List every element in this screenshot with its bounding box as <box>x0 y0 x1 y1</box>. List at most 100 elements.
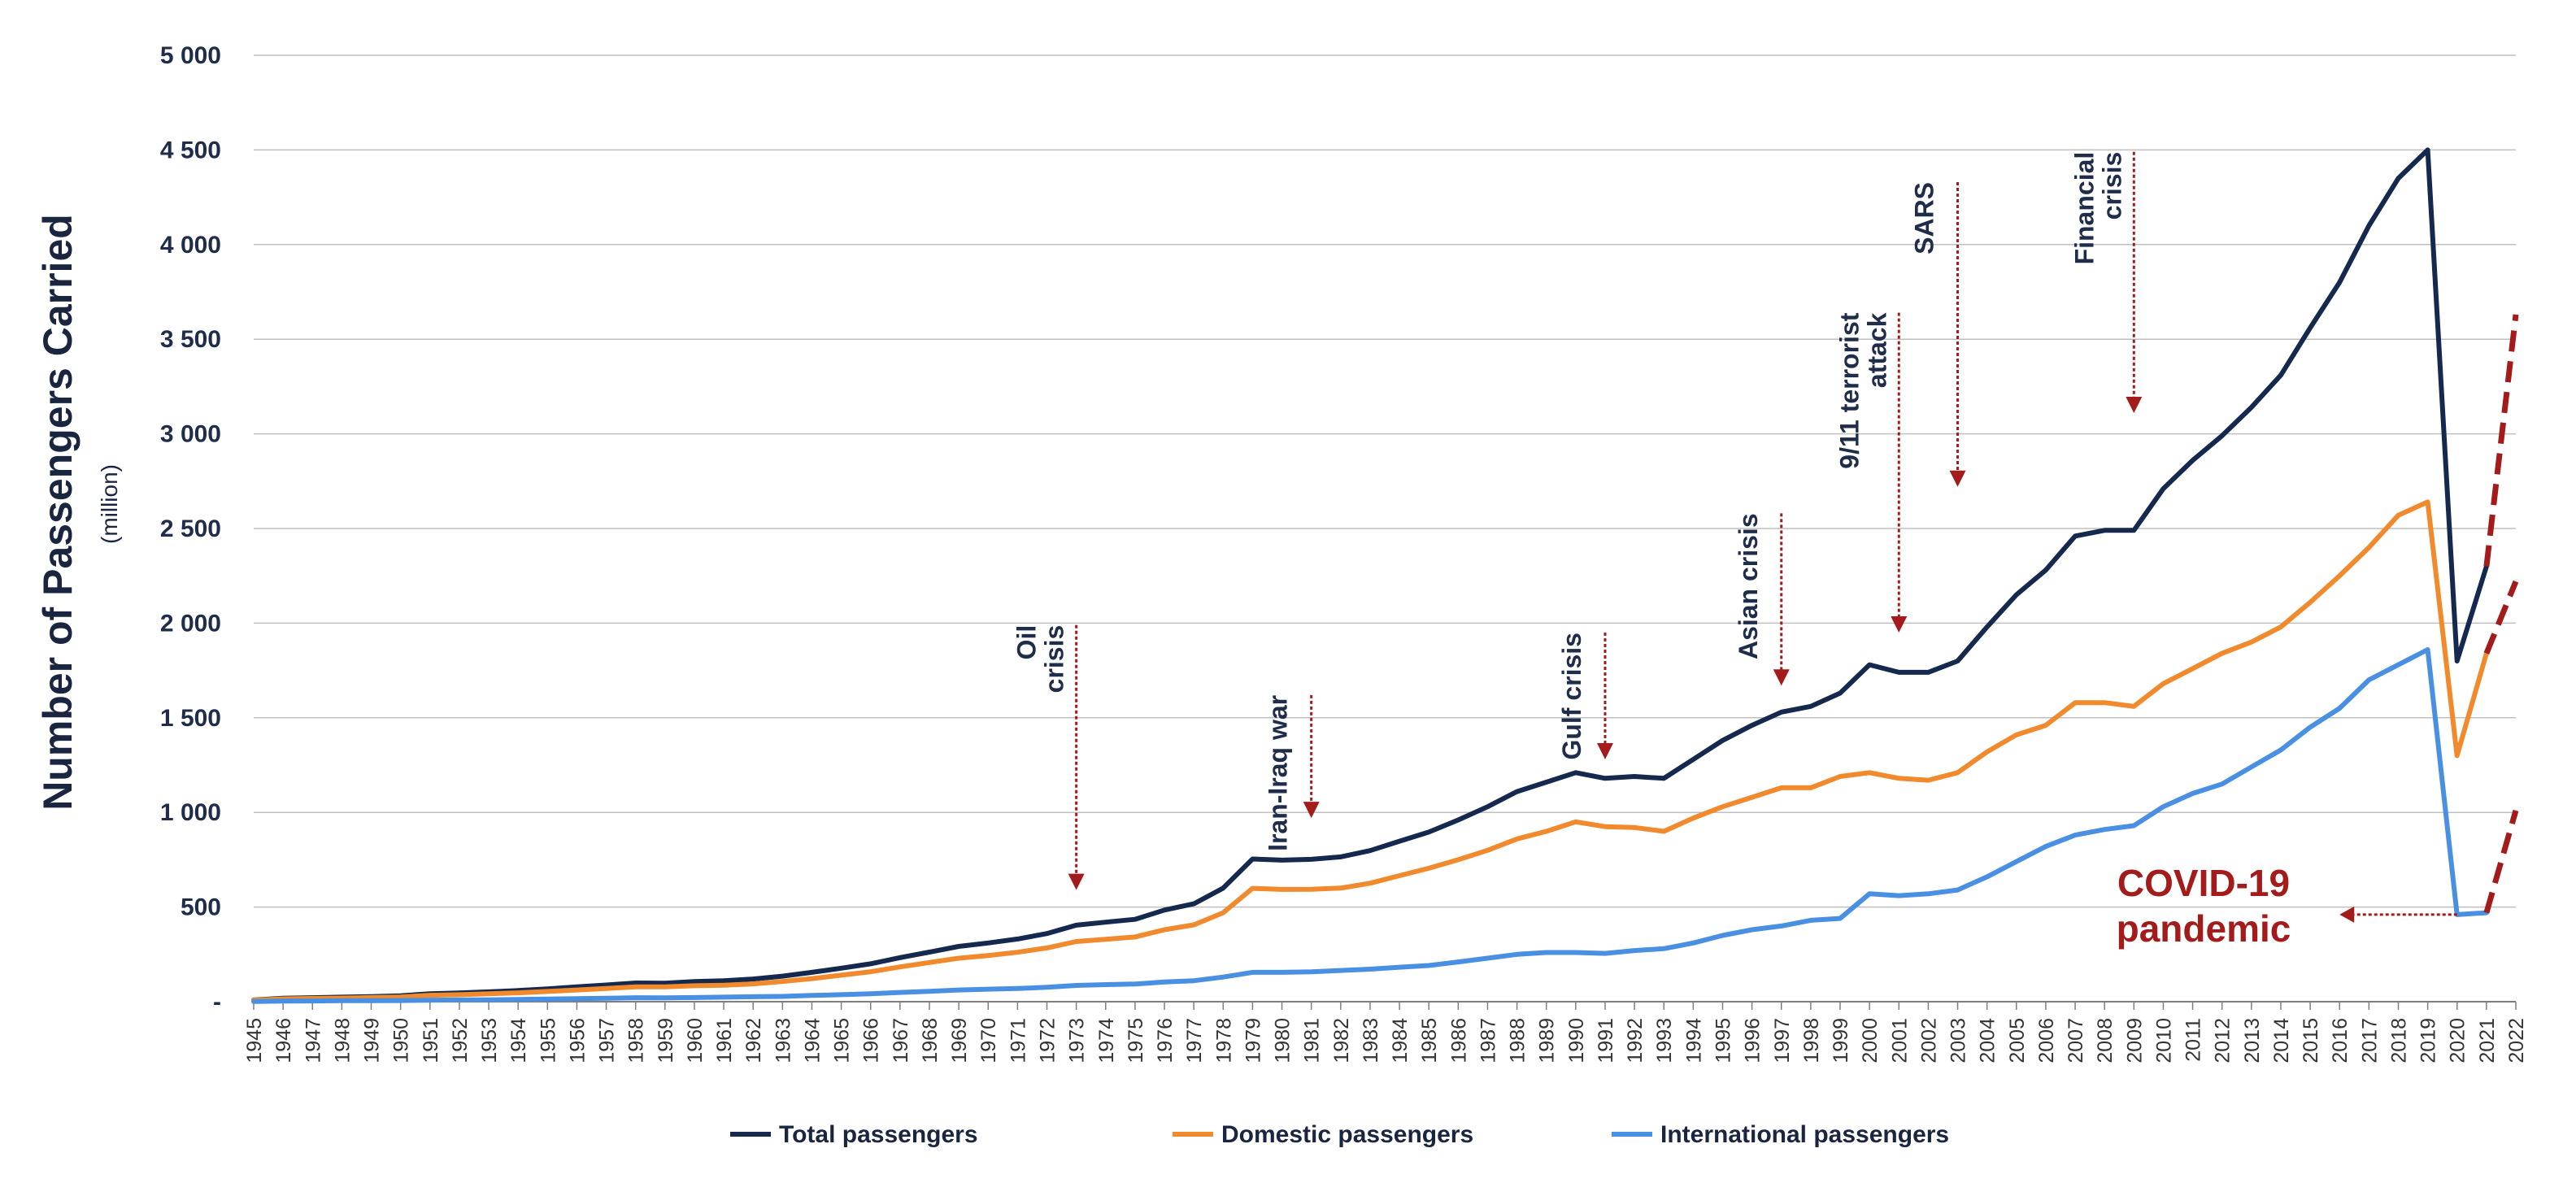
y-axis-label: Number of Passengers Carried <box>35 214 80 811</box>
event-label-line: Financial <box>2069 152 2099 265</box>
y-tick-label: 4 000 <box>160 232 221 259</box>
x-tick-label: 1957 <box>596 1018 619 1063</box>
x-tick-label: 1953 <box>478 1018 501 1063</box>
x-tick-label: 2016 <box>2329 1018 2352 1063</box>
x-tick-label: 1989 <box>1536 1018 1559 1063</box>
x-tick-label: 1981 <box>1301 1018 1324 1063</box>
x-tick-label: 1991 <box>1595 1018 1617 1063</box>
event-arrowhead <box>1949 470 1966 487</box>
event-label: Gulf crisis <box>1557 633 1586 760</box>
x-tick-label: 1993 <box>1653 1018 1676 1063</box>
event-arrowhead <box>1773 669 1790 686</box>
x-tick-label: 1963 <box>772 1018 794 1063</box>
x-tick-label: 1988 <box>1507 1018 1530 1063</box>
x-tick-label: 2003 <box>1947 1018 1970 1063</box>
x-tick-label: 2018 <box>2387 1018 2410 1063</box>
x-tick-label: 1964 <box>801 1018 824 1063</box>
x-tick-label: 1945 <box>243 1018 266 1063</box>
x-tick-label: 1961 <box>713 1018 736 1063</box>
x-tick-label: 1954 <box>507 1018 530 1063</box>
x-tick-label: 1966 <box>860 1018 883 1063</box>
domestic-passengers-line <box>251 499 2489 1003</box>
x-tick-label: 1982 <box>1330 1018 1353 1063</box>
x-tick-label: 1994 <box>1682 1018 1705 1063</box>
x-tick-label: 2021 <box>2476 1018 2499 1063</box>
x-tick-label: 1960 <box>684 1018 707 1063</box>
x-axis-ticks: 1945 1946 1947 1948 1949 1950 1951 1952 1953 1954… <box>243 1002 2528 1063</box>
x-tick-label: 1992 <box>1624 1018 1647 1063</box>
x-tick-label: 1946 <box>272 1018 295 1063</box>
y-tick-label: 3 500 <box>160 326 221 353</box>
x-tick-label: 2007 <box>2065 1018 2087 1063</box>
x-tick-label: 1951 <box>420 1018 442 1063</box>
legend-label-international: International passengers <box>1660 1121 1949 1148</box>
y-tick-label: 2 000 <box>160 610 221 637</box>
x-tick-label: 1972 <box>1037 1018 1060 1063</box>
x-tick-label: 1986 <box>1447 1018 1470 1063</box>
event-arrowhead <box>2126 396 2143 413</box>
event-label: Oilcrisis <box>1012 625 1069 694</box>
x-tick-label: 1950 <box>390 1018 413 1063</box>
x-tick-label: 1969 <box>948 1018 971 1063</box>
event-arrowhead <box>1303 802 1320 819</box>
x-tick-label: 1970 <box>977 1018 1000 1063</box>
x-tick-label: 1956 <box>566 1018 589 1063</box>
x-tick-label: 1962 <box>742 1018 765 1063</box>
x-tick-label: 2010 <box>2152 1018 2175 1063</box>
event-label: Asian crisis <box>1734 513 1763 659</box>
x-tick-label: 2006 <box>2035 1018 2058 1063</box>
x-tick-label: 1977 <box>1183 1018 1206 1063</box>
y-tick-label: 1 000 <box>160 799 221 826</box>
event-label-line: crisis <box>2097 152 2126 220</box>
x-tick-label: 1999 <box>1830 1018 1852 1063</box>
x-tick-label: 2020 <box>2447 1018 2469 1063</box>
grid-lines <box>254 54 2516 1003</box>
x-tick-label: 1990 <box>1565 1018 1588 1063</box>
total-passengers-line <box>251 147 2489 1003</box>
x-tick-label: 2002 <box>1917 1018 1940 1063</box>
legend-label-total: Total passengers <box>779 1121 978 1148</box>
international-passengers-line <box>251 647 2489 1004</box>
x-tick-label: 2019 <box>2417 1018 2440 1063</box>
total-projection-line <box>2483 314 2519 568</box>
x-tick-label: 1979 <box>1242 1018 1264 1063</box>
x-tick-label: 2008 <box>2094 1018 2117 1063</box>
domestic-projection-line <box>2483 580 2519 655</box>
x-tick-label: 1955 <box>537 1018 559 1063</box>
covid-arrowhead <box>2339 906 2355 923</box>
x-tick-label: 1985 <box>1418 1018 1441 1063</box>
event-label: Financialcrisis <box>2069 152 2126 265</box>
x-tick-label: 1947 <box>302 1018 324 1063</box>
event-label: 9/11 terroristattack <box>1834 312 1891 468</box>
x-tick-label: 1996 <box>1742 1018 1764 1063</box>
x-tick-label: 1952 <box>449 1018 472 1063</box>
x-tick-label: 2004 <box>1977 1018 1999 1063</box>
x-tick-label: 2017 <box>2358 1018 2381 1063</box>
x-tick-label: 1974 <box>1095 1018 1118 1063</box>
x-tick-label: 1980 <box>1272 1018 1295 1063</box>
y-tick-label: 4 500 <box>160 137 221 163</box>
covid-label-line: pandemic <box>2117 907 2291 950</box>
series-lines <box>251 147 2519 1004</box>
y-tick-label: - <box>213 989 221 1016</box>
event-label-line: 9/11 terrorist <box>1834 312 1864 468</box>
x-tick-label: 2011 <box>2182 1018 2205 1062</box>
y-tick-label: 5 000 <box>160 42 221 69</box>
event-label-line: crisis <box>1040 625 1069 694</box>
event-label-line: Gulf crisis <box>1557 633 1586 760</box>
covid-annotation: COVID-19 pandemic <box>2117 862 2457 950</box>
x-tick-label: 2012 <box>2212 1018 2234 1063</box>
y-axis-ticks: - 500 1 000 1 500 2 000 2 500 3 000 3 500 4 000 4… <box>160 42 221 1016</box>
x-tick-label: 1949 <box>361 1018 384 1063</box>
legend: Total passengers Domestic passengers Inter… <box>730 1121 1949 1148</box>
x-tick-label: 1971 <box>1007 1018 1029 1063</box>
x-tick-label: 2013 <box>2241 1018 2264 1063</box>
x-tick-label: 1984 <box>1389 1018 1412 1063</box>
event-label-line: Oil <box>1012 625 1042 660</box>
event-arrowhead <box>1596 743 1613 760</box>
event-label: Iran-Iraq war <box>1264 695 1293 851</box>
x-tick-label: 2001 <box>1888 1018 1911 1063</box>
event-label: SARS <box>1910 182 1939 254</box>
legend-label-domestic: Domestic passengers <box>1221 1121 1473 1148</box>
